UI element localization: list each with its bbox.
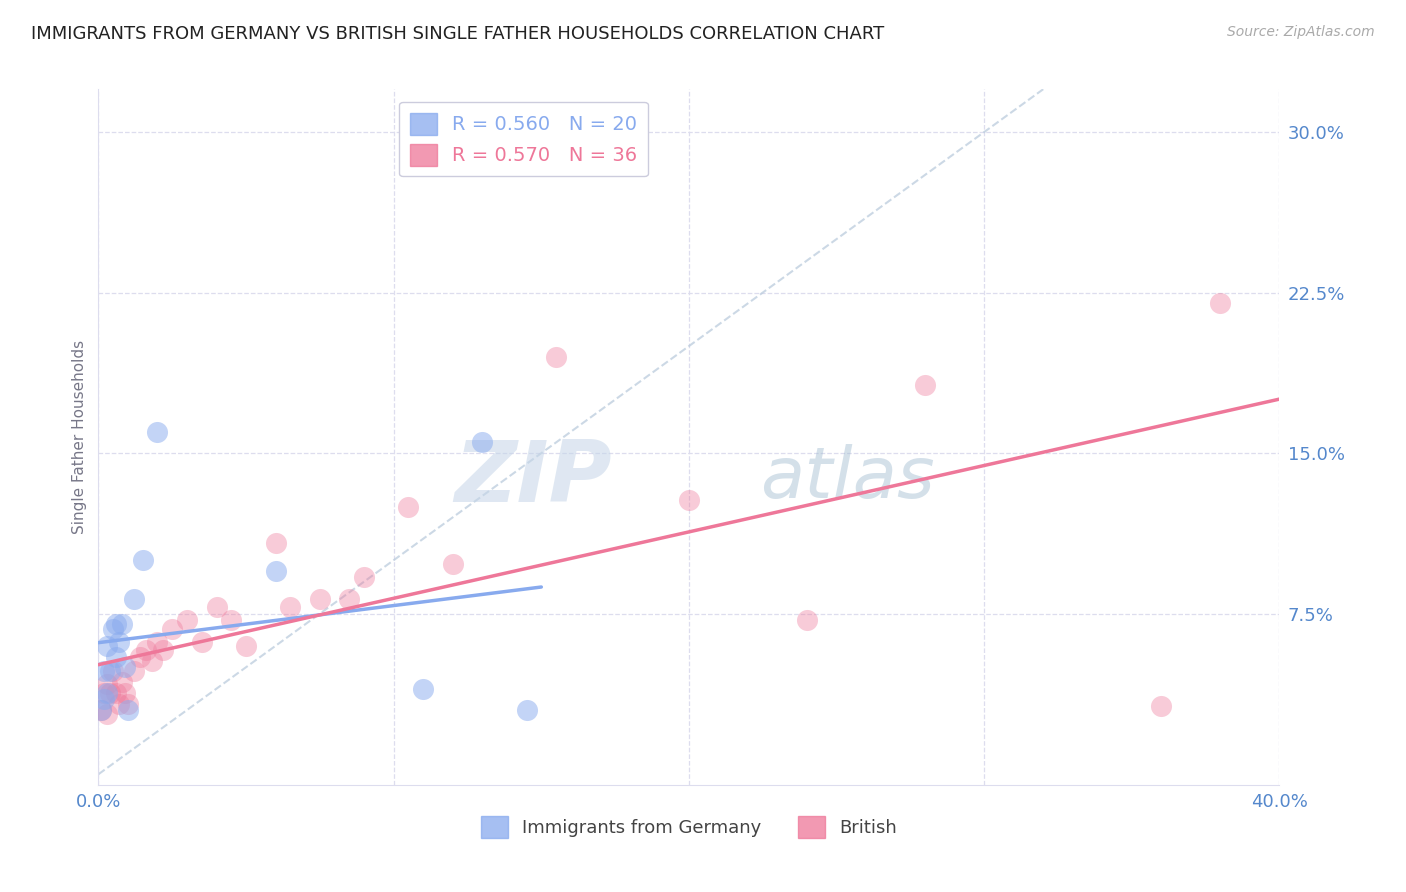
Point	[205, 600, 228, 615]
Point	[141, 654, 163, 668]
Point	[96, 639, 118, 653]
Point	[309, 591, 332, 606]
Point	[191, 634, 214, 648]
Point	[152, 643, 174, 657]
Point	[162, 622, 183, 636]
Point	[98, 686, 121, 700]
Text: ZIP: ZIP	[454, 437, 612, 520]
Text: Source: ZipAtlas.com: Source: ZipAtlas.com	[1227, 25, 1375, 39]
Point	[117, 697, 139, 711]
Point	[90, 703, 112, 717]
Point	[105, 617, 128, 632]
Point	[412, 681, 434, 696]
Point	[353, 570, 375, 584]
Point	[146, 634, 169, 648]
Point	[90, 703, 112, 717]
Point	[796, 613, 818, 627]
Point	[221, 613, 243, 627]
Text: atlas: atlas	[759, 444, 935, 513]
Point	[339, 591, 361, 606]
Point	[471, 435, 494, 450]
Point	[108, 634, 131, 648]
Point	[516, 703, 538, 717]
Point	[1150, 698, 1173, 713]
Point	[135, 643, 157, 657]
Point	[96, 677, 118, 691]
Point	[176, 613, 198, 627]
Point	[93, 665, 115, 679]
Point	[117, 703, 139, 717]
Point	[96, 686, 118, 700]
Legend: Immigrants from Germany, British: Immigrants from Germany, British	[474, 809, 904, 846]
Point	[678, 493, 700, 508]
Point	[98, 665, 121, 679]
Point	[103, 622, 125, 636]
Point	[914, 377, 936, 392]
Point	[132, 553, 155, 567]
Point	[93, 686, 115, 700]
Point	[546, 350, 568, 364]
Point	[111, 617, 134, 632]
Point	[122, 665, 145, 679]
Y-axis label: Single Father Households: Single Father Households	[72, 340, 87, 534]
Text: IMMIGRANTS FROM GERMANY VS BRITISH SINGLE FATHER HOUSEHOLDS CORRELATION CHART: IMMIGRANTS FROM GERMANY VS BRITISH SINGL…	[31, 25, 884, 43]
Point	[108, 697, 131, 711]
Point	[105, 649, 128, 664]
Point	[105, 686, 128, 700]
Point	[128, 649, 150, 664]
Point	[122, 591, 145, 606]
Point	[264, 564, 287, 578]
Point	[96, 707, 118, 722]
Point	[114, 660, 136, 674]
Point	[235, 639, 257, 653]
Point	[103, 665, 125, 679]
Point	[114, 686, 136, 700]
Point	[280, 600, 302, 615]
Point	[264, 536, 287, 550]
Point	[1209, 296, 1232, 310]
Point	[441, 558, 464, 572]
Point	[146, 425, 169, 439]
Point	[111, 675, 134, 690]
Point	[398, 500, 420, 514]
Point	[93, 692, 115, 706]
